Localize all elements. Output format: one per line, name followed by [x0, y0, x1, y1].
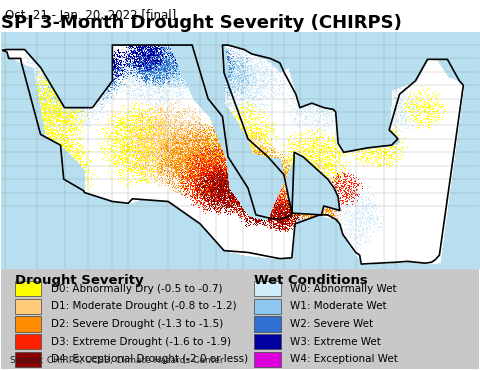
Text: Oct. 21 - Jan. 20, 2022 [final]: Oct. 21 - Jan. 20, 2022 [final]: [5, 9, 176, 22]
Bar: [254, 281, 281, 296]
Text: Drought Severity: Drought Severity: [15, 273, 144, 286]
Bar: [15, 281, 41, 296]
Text: W4: Exceptional Wet: W4: Exceptional Wet: [290, 354, 398, 364]
Text: W2: Severe Wet: W2: Severe Wet: [290, 319, 373, 329]
Text: D4: Exceptional Drought (-2.0 or less): D4: Exceptional Drought (-2.0 or less): [51, 354, 248, 364]
Text: D0: Abnormally Dry (-0.5 to -0.7): D0: Abnormally Dry (-0.5 to -0.7): [51, 284, 222, 294]
Bar: [15, 316, 41, 332]
Bar: [15, 352, 41, 367]
Bar: [15, 334, 41, 349]
Bar: [254, 334, 281, 349]
Text: SPI 3-Month Drought Severity (CHIRPS): SPI 3-Month Drought Severity (CHIRPS): [0, 14, 402, 32]
Text: W1: Moderate Wet: W1: Moderate Wet: [290, 301, 387, 311]
Text: Wet Conditions: Wet Conditions: [254, 273, 368, 286]
Text: W3: Extreme Wet: W3: Extreme Wet: [290, 337, 381, 347]
Bar: [254, 299, 281, 314]
Text: W0: Abnormally Wet: W0: Abnormally Wet: [290, 284, 397, 294]
Text: D1: Moderate Drought (-0.8 to -1.2): D1: Moderate Drought (-0.8 to -1.2): [51, 301, 237, 311]
Bar: [254, 316, 281, 332]
Text: Source: CHIRPS, UCSB, Climate Hazards Center: Source: CHIRPS, UCSB, Climate Hazards Ce…: [10, 356, 224, 365]
Bar: [254, 352, 281, 367]
Bar: [15, 299, 41, 314]
Text: D2: Severe Drought (-1.3 to -1.5): D2: Severe Drought (-1.3 to -1.5): [51, 319, 223, 329]
Text: D3: Extreme Drought (-1.6 to -1.9): D3: Extreme Drought (-1.6 to -1.9): [51, 337, 231, 347]
